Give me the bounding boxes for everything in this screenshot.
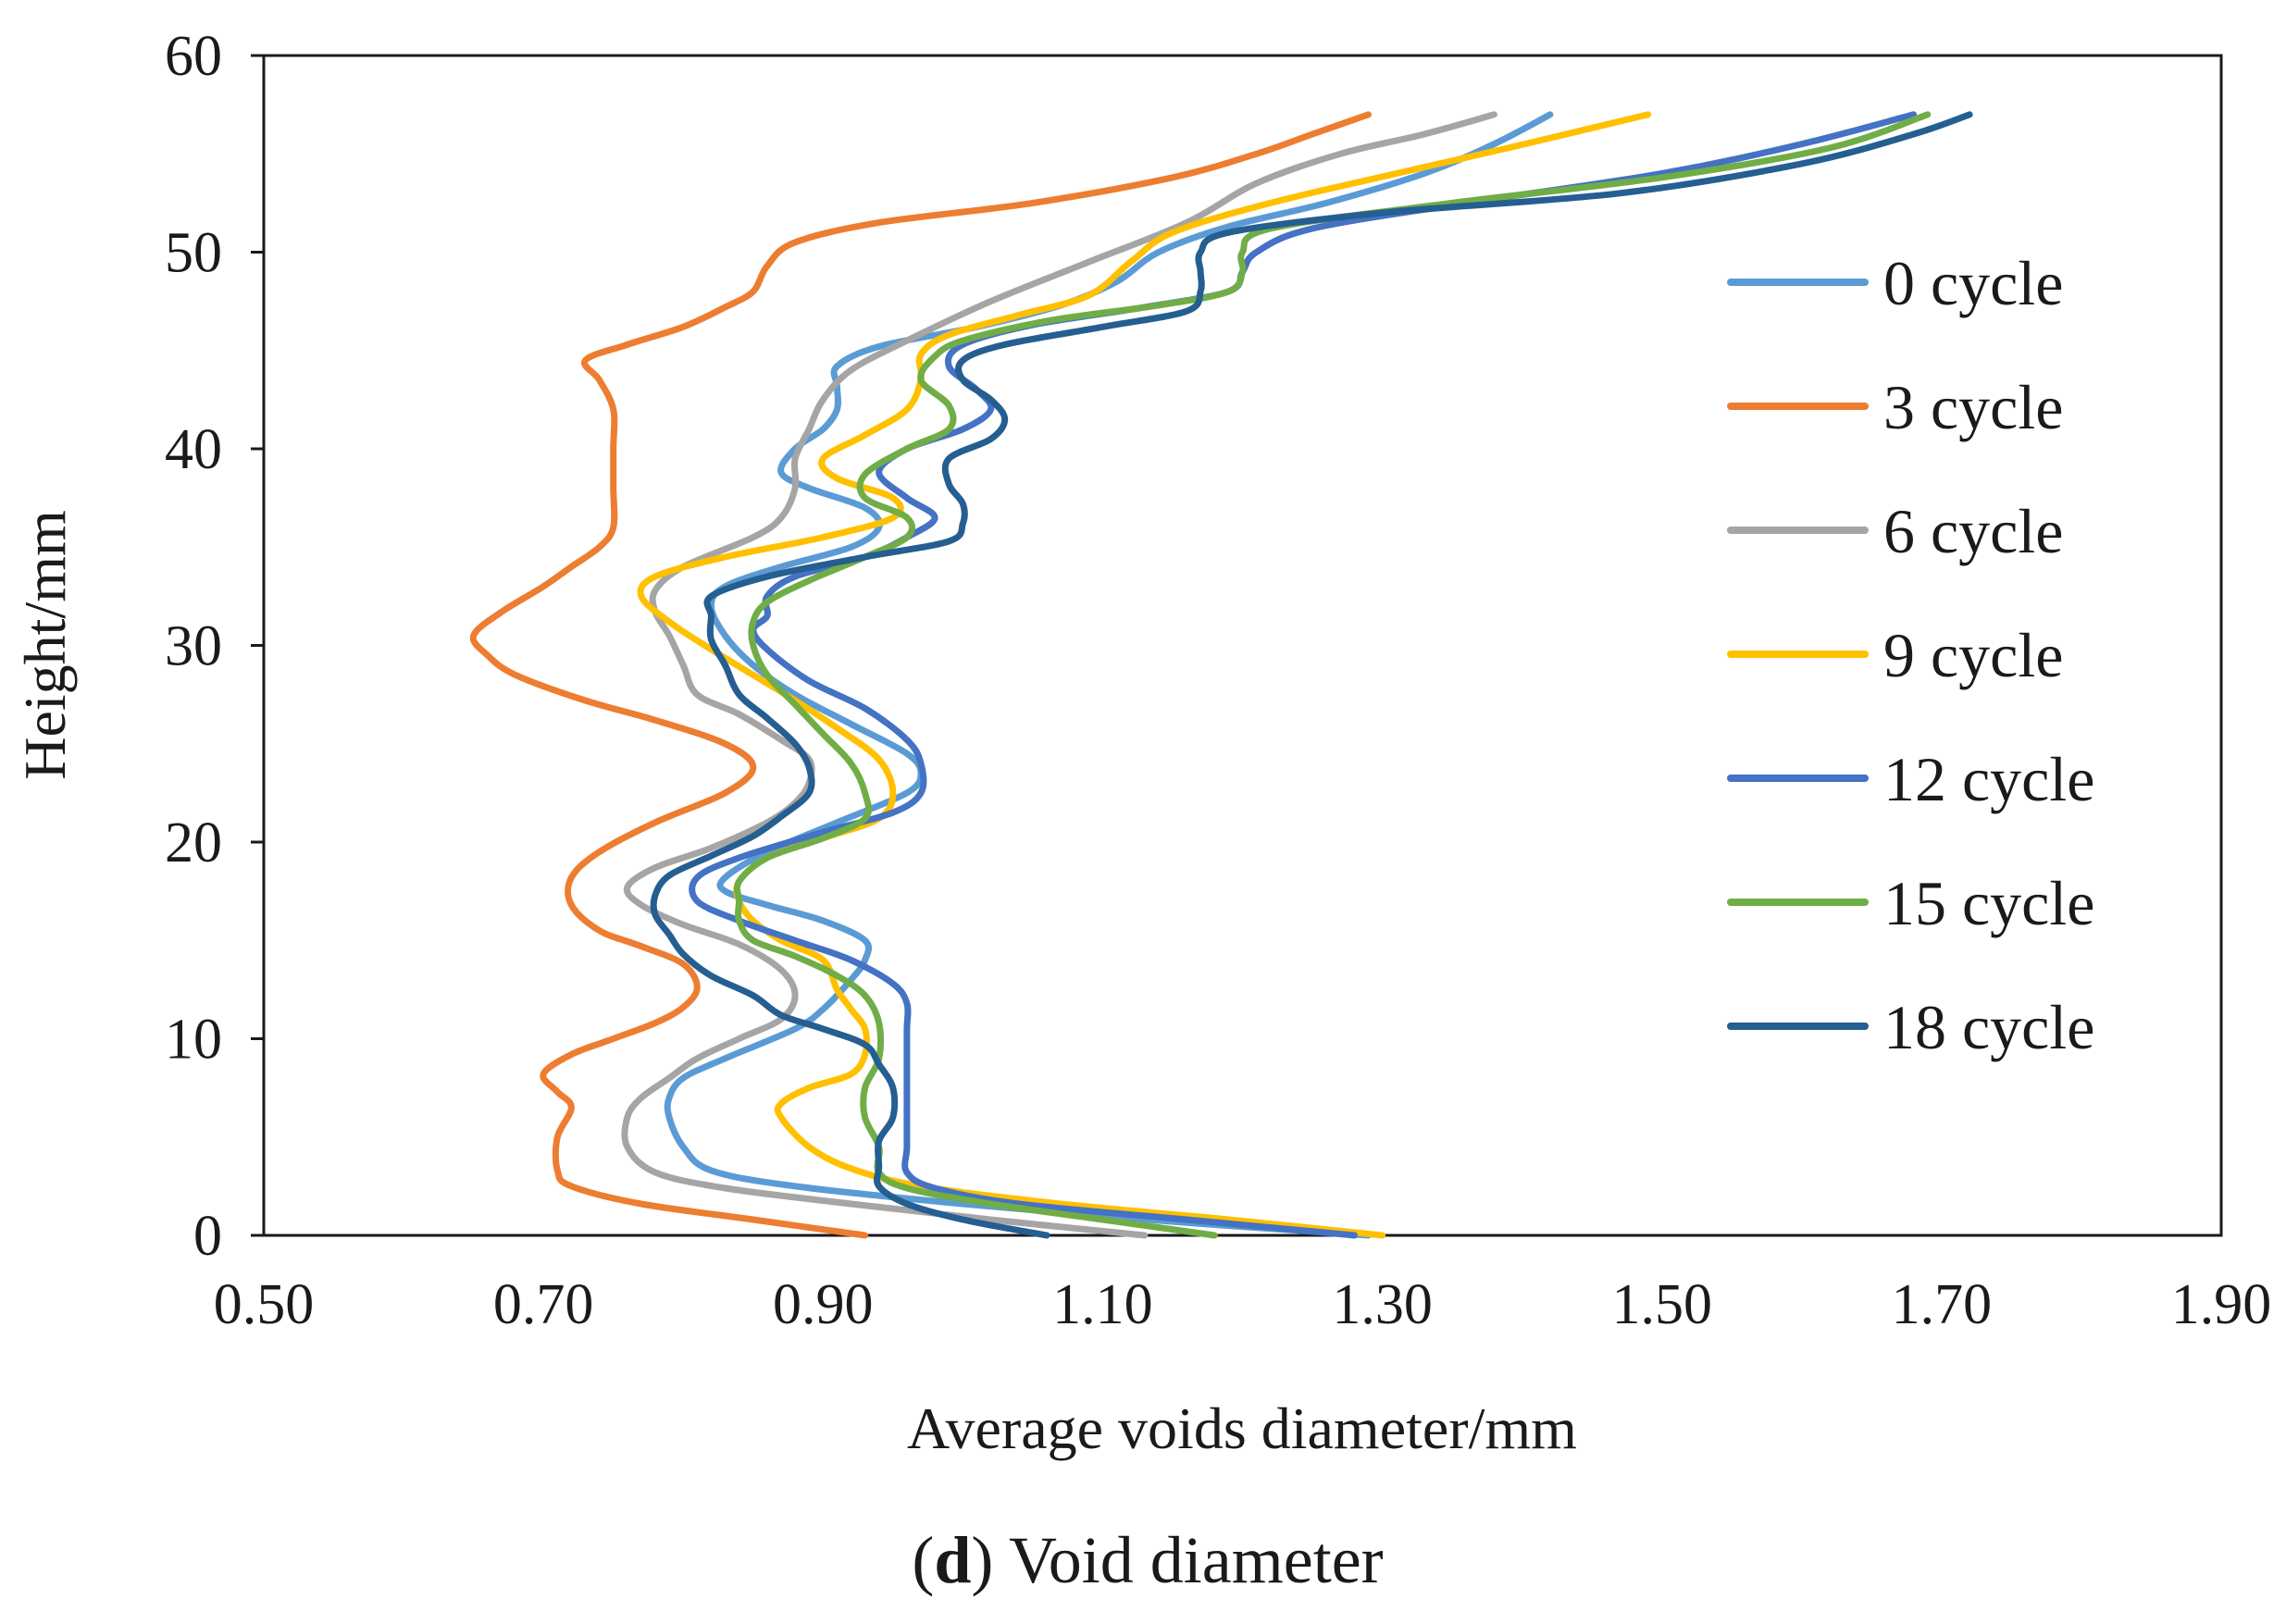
y-tick-label: 40	[165, 418, 222, 481]
series-line-3-cycle	[469, 111, 1372, 1239]
legend-label-18-cycle: 18 cycle	[1883, 992, 2094, 1062]
x-tick-label: 0.70	[493, 1273, 594, 1336]
y-tick-label: 30	[165, 615, 222, 678]
x-tick-label: 1.50	[1611, 1273, 1712, 1336]
y-tick-label: 0	[193, 1205, 222, 1268]
y-tick-label: 20	[165, 812, 222, 874]
legend: 0 cycle 3 cycle 6 cycle 9 cycle 12 cycle 15 c…	[1727, 248, 2094, 1062]
series-line-18-cycle	[650, 111, 1973, 1239]
x-tick-label: 1.90	[2171, 1273, 2272, 1336]
y-axis-ticks: 0 10 20 30 40 50 60	[165, 25, 264, 1268]
x-tick-label: 1.70	[1892, 1273, 1993, 1336]
x-axis-ticks: 0.50 0.70 0.90 1.10 1.30 1.50 1.70 1.90	[214, 1273, 2272, 1336]
caption-text: ) Void diameter	[971, 1523, 1383, 1597]
y-axis-title: Height/mm	[12, 510, 78, 780]
legend-label-9-cycle: 9 cycle	[1883, 620, 2063, 690]
x-tick-label: 0.90	[773, 1273, 874, 1336]
x-axis-title: Average voids diameter/mm	[907, 1395, 1577, 1461]
caption-open: (	[912, 1523, 934, 1597]
legend-label-3-cycle: 3 cycle	[1883, 372, 2063, 442]
y-tick-label: 50	[165, 222, 222, 285]
caption-letter: d	[934, 1523, 971, 1597]
series-line-9-cycle	[637, 111, 1652, 1239]
x-tick-label: 1.30	[1332, 1273, 1433, 1336]
legend-label-6-cycle: 6 cycle	[1883, 496, 2063, 566]
y-tick-label: 10	[165, 1009, 222, 1072]
figure-caption: (d) Void diameter	[912, 1523, 1383, 1597]
x-tick-label: 1.10	[1052, 1273, 1153, 1336]
y-tick-label: 60	[165, 25, 222, 88]
legend-label-12-cycle: 12 cycle	[1883, 744, 2094, 814]
series-layer	[469, 111, 1973, 1239]
legend-label-0-cycle: 0 cycle	[1883, 248, 2063, 318]
x-tick-label: 0.50	[214, 1273, 315, 1336]
legend-label-15-cycle: 15 cycle	[1883, 868, 2094, 938]
